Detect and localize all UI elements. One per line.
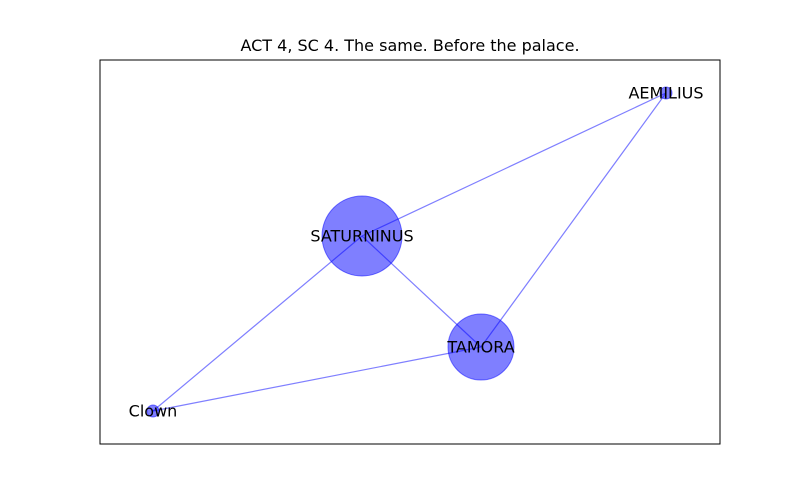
node-aemilius[interactable] [659,86,673,100]
edge-tamora-clown [152,346,482,412]
figure-title: ACT 4, SC 4. The same. Before the palace… [240,36,580,55]
plot-frame [99,59,721,445]
nodes-layer [146,86,673,418]
node-clown[interactable] [146,404,160,418]
node-saturninus[interactable] [321,195,403,277]
node-label-saturninus: SATURNINUS [310,227,413,246]
node-label-clown: Clown [129,402,178,421]
node-tamora[interactable] [447,313,515,381]
edges-layer [152,92,667,412]
labels-layer: SATURNINUS TAMORA AEMILIUS Clown [129,84,704,421]
edge-saturninus-aemilius [361,92,667,237]
edge-tamora-aemilius [480,92,667,348]
edge-saturninus-clown [152,235,363,412]
node-label-tamora: TAMORA [446,338,514,357]
node-label-aemilius: AEMILIUS [628,84,703,103]
